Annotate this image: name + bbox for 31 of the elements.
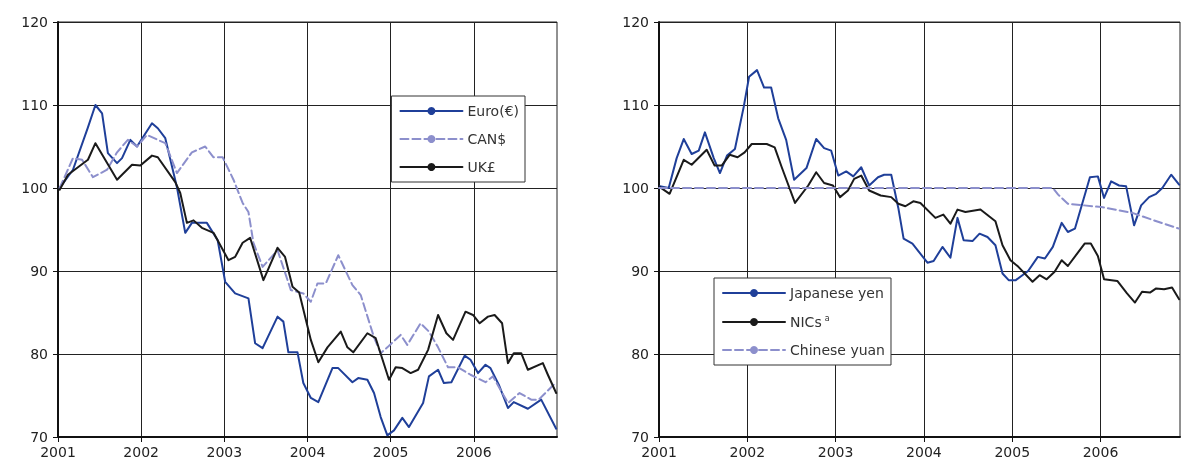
legend-label: UK£ [467, 159, 496, 175]
x-tick-label: 2003 [206, 444, 243, 460]
x-tick-label: 2006 [1082, 444, 1119, 460]
x-tick-label: 2005 [994, 444, 1031, 460]
legend-label: Chinese yuan [790, 342, 885, 358]
y-tick-label: 110 [21, 97, 48, 113]
x-tick-label: 2002 [729, 444, 766, 460]
y-tick-label: 120 [21, 14, 48, 30]
legend-label: Euro(€) [467, 103, 520, 119]
x-tick-label: 2004 [906, 444, 942, 460]
legend-label: Japanese yen [789, 285, 884, 301]
x-tick-label: 2004 [289, 444, 326, 460]
line-series [658, 187, 1181, 230]
y-tick-label: 90 [631, 263, 649, 279]
x-tick-label: 2006 [456, 444, 492, 460]
x-tick-label: 2002 [123, 444, 159, 460]
y-tick-label: 70 [631, 429, 649, 445]
x-tick-label: 2005 [372, 444, 409, 460]
y-tick-label: 70 [30, 429, 48, 445]
y-tick-label: 80 [631, 346, 649, 362]
x-tick-label: 2001 [641, 444, 677, 460]
y-tick-label: 120 [622, 14, 649, 30]
line-series [658, 69, 1181, 282]
y-tick-label: 80 [30, 346, 48, 362]
y-tick-label: 100 [21, 180, 48, 196]
x-tick-label: 2003 [817, 444, 854, 460]
legend-label: CAN$ [467, 131, 507, 147]
x-tick-label: 2001 [40, 444, 76, 460]
y-tick-label: 90 [30, 263, 48, 279]
y-tick-label: 110 [622, 97, 649, 113]
y-tick-label: 100 [622, 180, 649, 196]
